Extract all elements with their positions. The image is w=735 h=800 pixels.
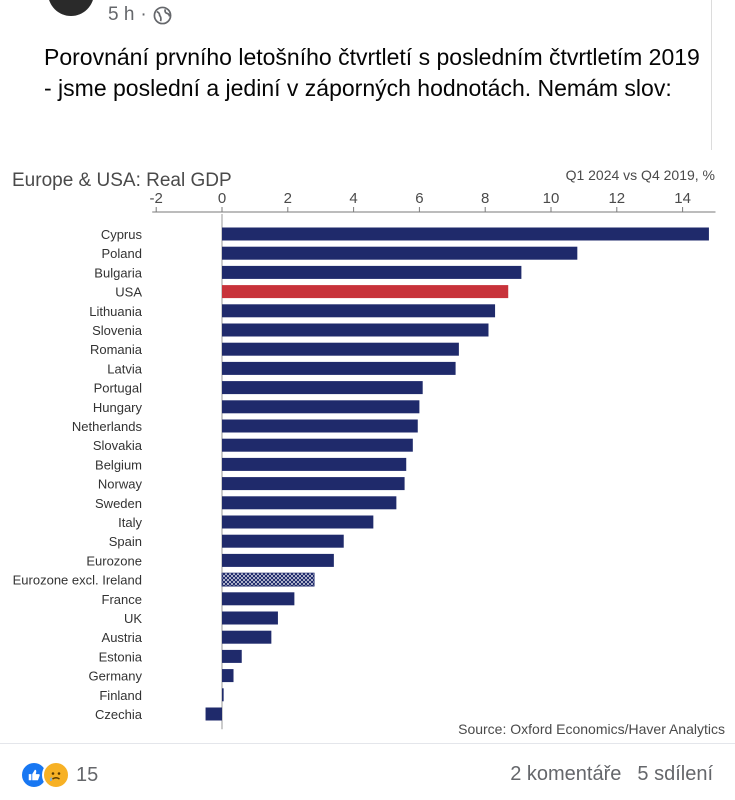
bar-portugal: [222, 381, 423, 395]
reactions[interactable]: 15: [20, 761, 98, 789]
category-label: Italy: [118, 515, 142, 530]
bar-france: [222, 592, 295, 606]
x-tick-label: 12: [608, 190, 625, 207]
chart-title: Europe & USA: Real GDP: [12, 170, 232, 191]
bar-belgium: [222, 457, 407, 471]
bar-estonia: [222, 649, 242, 663]
reaction-count: 15: [76, 763, 99, 786]
post-footer: 15 2 komentáře 5 sdílení: [0, 752, 735, 796]
bar-italy: [222, 515, 374, 529]
globe-icon: [153, 6, 172, 25]
bar-poland: [222, 246, 578, 260]
x-tick-label: 10: [543, 190, 560, 207]
category-label: Netherlands: [72, 419, 143, 434]
x-tick-label: 0: [218, 190, 226, 207]
category-label: Poland: [102, 246, 142, 261]
category-label: UK: [124, 611, 142, 626]
bar-slovakia: [222, 438, 413, 452]
bar-lithuania: [222, 304, 496, 318]
category-label: Lithuania: [89, 304, 143, 319]
category-label: Bulgaria: [94, 265, 142, 280]
category-label: Austria: [102, 630, 143, 645]
post-text: Porovnání prvního letošního čtvrtletí s …: [44, 44, 700, 101]
category-label: France: [102, 592, 142, 607]
bar-germany: [222, 669, 234, 683]
avatar[interactable]: [48, 0, 94, 16]
post-meta: 5 h ·: [108, 4, 172, 26]
chart-source: Source: Oxford Economics/Haver Analytics: [458, 721, 725, 737]
chart-canvas: Europe & USA: Real GDP Q1 2024 vs Q4 201…: [12, 167, 725, 737]
x-tick-label: 6: [415, 190, 423, 207]
bar-eurozone: [222, 553, 334, 567]
bar-bulgaria: [222, 265, 522, 279]
category-label: Estonia: [99, 649, 143, 664]
x-tick-label: -2: [150, 190, 163, 207]
sad-icon: [42, 761, 70, 789]
bar-cyprus: [222, 227, 709, 241]
bar-hungary: [222, 400, 420, 414]
category-label: Hungary: [93, 400, 143, 415]
category-label: Sweden: [95, 496, 142, 511]
category-label: Romania: [90, 342, 143, 357]
bar-sweden: [222, 496, 397, 510]
frame-divider: [711, 0, 712, 150]
bar-norway: [222, 477, 405, 491]
category-label: Spain: [109, 534, 142, 549]
category-label: Belgium: [95, 457, 142, 472]
category-label: Slovenia: [92, 323, 143, 338]
post-stats: 2 komentáře 5 sdílení: [510, 763, 713, 786]
gdp-chart[interactable]: Europe & USA: Real GDP Q1 2024 vs Q4 201…: [0, 154, 735, 740]
x-tick-label: 14: [674, 190, 691, 207]
category-label: Cyprus: [101, 227, 143, 242]
shares-link[interactable]: 5 sdílení: [637, 763, 713, 785]
bar-latvia: [222, 361, 456, 375]
x-tick-label: 4: [349, 190, 357, 207]
category-label: USA: [115, 285, 142, 300]
bar-slovenia: [222, 323, 489, 337]
bar-austria: [222, 630, 272, 644]
bar-czechia: [205, 707, 222, 721]
comments-link[interactable]: 2 komentáře: [510, 763, 622, 785]
bar-netherlands: [222, 419, 418, 433]
bar-finland: [222, 688, 224, 702]
category-label: Germany: [89, 669, 143, 684]
category-label: Slovakia: [93, 438, 143, 453]
bar-spain: [222, 534, 344, 548]
bar-eurozone-excl-ireland: [221, 572, 315, 587]
chart-subtitle: Q1 2024 vs Q4 2019, %: [566, 167, 715, 183]
category-label: Portugal: [94, 381, 143, 396]
bar-usa: [222, 285, 509, 299]
category-label: Latvia: [107, 361, 142, 376]
post-time[interactable]: 5 h: [108, 4, 135, 25]
x-tick-label: 8: [481, 190, 489, 207]
category-label: Finland: [99, 688, 142, 703]
bar-romania: [222, 342, 459, 356]
bar-uk: [222, 611, 278, 625]
x-tick-label: 2: [284, 190, 292, 207]
category-label: Czechia: [95, 707, 143, 722]
category-label: Norway: [98, 477, 143, 492]
footer-divider: [0, 743, 735, 744]
meta-separator: ·: [140, 4, 147, 25]
category-label: Eurozone excl. Ireland: [13, 573, 142, 588]
category-label: Eurozone: [86, 553, 142, 568]
